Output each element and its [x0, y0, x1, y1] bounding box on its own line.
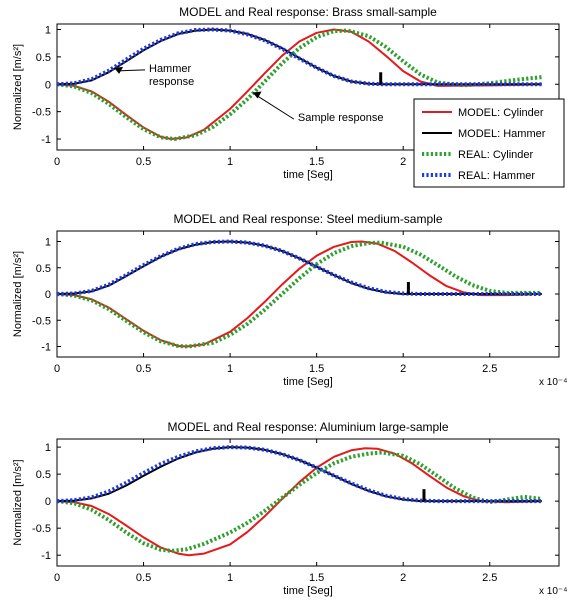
chart-title: MODEL and Real response: Steel medium-sa…: [173, 212, 442, 226]
series-group: [57, 445, 542, 557]
series-group: [57, 239, 542, 349]
legend-label: REAL: Cylinder: [458, 149, 534, 161]
x-tick-label: 2.5: [482, 572, 497, 584]
plot-frame: [56, 438, 560, 567]
y-tick-label: 1: [45, 24, 51, 36]
y-tick-label: 0.5: [36, 263, 51, 275]
annotation-text: response: [149, 76, 194, 88]
series-group: [57, 27, 542, 141]
x-tick-label: 2: [400, 572, 406, 584]
x-tick-label: 1: [227, 363, 233, 375]
y-tick-label: -0.5: [32, 107, 51, 119]
y-axis-label: Normalized [m/s²]: [12, 44, 24, 130]
x-tick-label: 1.5: [309, 363, 324, 375]
x-tick-label: 0.5: [136, 363, 151, 375]
x-tick-label: 0: [54, 363, 60, 375]
y-tick-label: -0.5: [32, 315, 51, 327]
y-tick-label: 0: [45, 79, 51, 91]
x-tick-label: 0: [54, 156, 60, 168]
y-axis-label: Normalized [m/s²]: [12, 459, 24, 545]
chart-title: MODEL and Real response: Brass small-sam…: [179, 5, 437, 19]
annotation-arrow-head: [252, 91, 262, 99]
x-tick-label: 1: [227, 572, 233, 584]
annotation-arrow-line: [256, 95, 295, 120]
subplot-3: 0 0.5 1 1.5 2 2.5 -1 -0.5 0 0.5 1 MODEL and Real re…: [12, 420, 567, 597]
annotation-arrow-head: [114, 66, 124, 74]
legend-label: REAL: Hammer: [458, 170, 535, 182]
y-tick-label: 0.5: [36, 469, 51, 481]
x-tick-label: 1.5: [309, 156, 324, 168]
subplot-2: 0 0.5 1 1.5 2 2.5 -1 -0.5 0 0.5 1 MODEL and Real re…: [12, 212, 567, 388]
series-line-real-hammer: [57, 239, 542, 296]
x-tick-label: 2: [400, 156, 406, 168]
y-tick-label: -1: [41, 550, 51, 562]
series-line-real-cylinder: [57, 450, 542, 553]
chart-title: MODEL and Real response: Aluminium large…: [167, 420, 448, 434]
legend-label: MODEL: Hammer: [458, 128, 546, 140]
x-axis-label: time [Seg]: [283, 376, 333, 388]
y-tick-label: 0: [45, 496, 51, 508]
legend-label: MODEL: Cylinder: [458, 107, 544, 119]
series-line-real-hammer: [57, 27, 542, 87]
y-tick-label: 0: [45, 289, 51, 301]
annotation-arrow-line: [118, 69, 146, 72]
y-tick-label: -1: [41, 342, 51, 354]
series-line-model-cylinder: [57, 447, 542, 557]
x-tick-label: 1: [227, 156, 233, 168]
y-tick-label: 0.5: [36, 52, 51, 64]
x-tick-label: 0: [54, 572, 60, 584]
y-tick-label: -1: [41, 134, 51, 146]
annotation-text: Hammer: [149, 63, 192, 75]
x-tick-label: 2: [400, 363, 406, 375]
y-tick-label: 1: [45, 442, 51, 454]
x-axis-multiplier: x 10⁻⁴: [539, 377, 567, 388]
y-tick-label: -0.5: [32, 523, 51, 535]
x-tick-label: 1.5: [309, 572, 324, 584]
legend-box: [413, 98, 565, 188]
x-axis-multiplier: x 10⁻⁴: [539, 586, 567, 597]
x-axis-label: time [Seg]: [283, 585, 333, 597]
x-axis-label: time [Seg]: [283, 169, 333, 181]
y-tick-label: 1: [45, 237, 51, 249]
annotation-text: Sample response: [298, 112, 384, 124]
x-tick-label: 2.5: [482, 363, 497, 375]
x-tick-label: 0.5: [136, 156, 151, 168]
series-line-real-cylinder: [57, 28, 542, 141]
legend: MODEL: Cylinder MODEL: Hammer REAL: Cylind…: [413, 98, 565, 188]
series-line-real-cylinder: [57, 240, 542, 349]
x-tick-label: 0.5: [136, 572, 151, 584]
y-axis-label: Normalized [m/s²]: [12, 251, 24, 337]
